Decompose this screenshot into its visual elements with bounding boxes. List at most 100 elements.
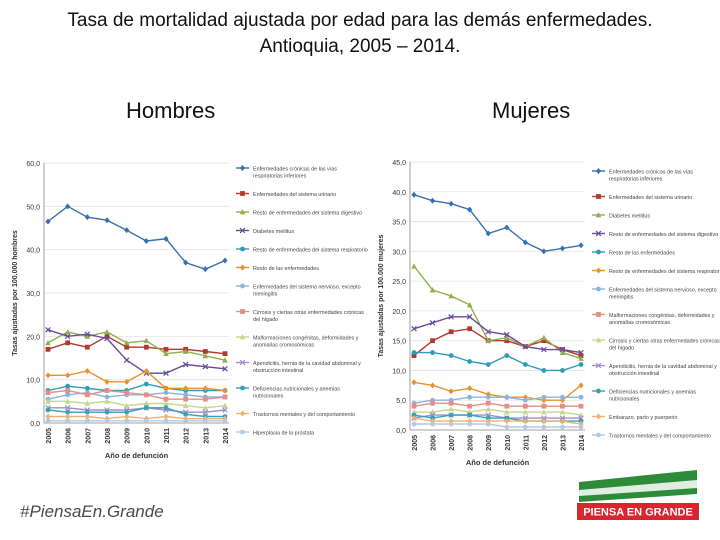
data-point <box>504 353 510 358</box>
legend-label-line: nutricionales <box>253 394 284 400</box>
series-line <box>413 381 582 401</box>
data-point <box>560 403 565 409</box>
legend-label-line: Deficiencias nutricionales y anemias <box>253 387 340 393</box>
data-point <box>222 257 228 264</box>
data-point <box>559 418 566 425</box>
legend-label-line: Malformaciones congénitas, deformidades … <box>253 336 359 342</box>
data-point <box>429 382 436 389</box>
data-point <box>124 227 130 234</box>
y-tick-label: 0,0 <box>396 428 406 435</box>
y-tick-label: 5,0 <box>396 398 406 405</box>
legend-label-line: Enfermedades del sistema nervioso, excep… <box>609 288 717 294</box>
data-point <box>578 394 584 400</box>
data-point <box>104 418 110 424</box>
chart-hombres: 0,0 10,0 20,0 30,0 40,0 50,0 60,0 2005 2006 2007 2… <box>12 161 368 460</box>
legend-label: Deficiencias nutricionales y anemias nutr… <box>609 390 696 403</box>
data-point <box>45 398 51 404</box>
data-point <box>45 418 51 424</box>
x-tick-label: 2013 <box>203 428 210 444</box>
chart-root: 0,0 5,0 10,0 15,0 20,0 25,0 30,0 35,0 40,0 45,0 20… <box>378 160 720 467</box>
data-point <box>45 390 51 396</box>
legend-label-line: Enfermedades del sistema urinario <box>253 192 336 198</box>
legend-swatch-marker <box>240 385 245 391</box>
legend-label-line: Trastornos mentales y del comportamiento <box>609 434 711 440</box>
data-point <box>143 368 149 374</box>
data-point <box>163 418 169 424</box>
data-point <box>65 383 71 389</box>
data-point <box>143 344 149 350</box>
legend-label: Resto de las enfermedades <box>609 251 675 257</box>
title-line-1: Tasa de mortalidad ajustada por edad par… <box>67 10 653 31</box>
x-tick-label: 2007 <box>449 435 456 451</box>
x-tick-label: 2005 <box>46 428 53 444</box>
data-point <box>202 404 209 411</box>
legend-label-line: Diabetes mellitus <box>253 229 294 235</box>
legend-label: Diabetes mellitus <box>253 229 294 235</box>
data-point <box>183 385 189 392</box>
legend-swatch-marker <box>239 334 246 340</box>
series-line <box>414 351 582 372</box>
data-point <box>65 203 71 210</box>
data-point <box>143 337 150 344</box>
legend-label-line: meningitis <box>253 292 278 298</box>
data-point <box>467 412 473 418</box>
data-point <box>411 379 417 386</box>
data-point <box>65 392 71 398</box>
legend-swatch-marker <box>239 264 246 271</box>
legend-label-line: Enfermedades crónicas de las vías <box>253 167 337 173</box>
series-line <box>413 396 581 404</box>
legend-swatch-marker <box>596 286 601 292</box>
data-point <box>84 418 90 424</box>
data-point <box>182 402 189 409</box>
series-line <box>413 417 582 425</box>
legend-swatch-marker <box>595 212 602 218</box>
legend-label: Diabetes mellitus <box>609 214 650 220</box>
data-point <box>84 331 91 337</box>
x-tick-label: 2005 <box>412 435 419 451</box>
legend-label: Cirrosis y ciertas otras enfermedades cr… <box>609 339 720 352</box>
data-point <box>84 214 90 221</box>
legend-label-line: Trastornos mentales y del comportamiento <box>253 412 355 418</box>
data-point <box>448 293 454 299</box>
data-point <box>504 424 510 430</box>
series-line <box>413 316 582 354</box>
legend-swatch-marker <box>595 168 602 174</box>
legend-label: Trastornos mentales y del comportamiento <box>609 434 711 440</box>
data-point <box>143 392 149 398</box>
y-axis-title: Tasas ajustadas por 100.000 hombres <box>12 230 19 356</box>
data-point <box>503 334 510 341</box>
legend-label: Enfermedades del sistema nervioso, excep… <box>253 285 361 298</box>
x-tick-label: 2009 <box>125 428 132 444</box>
legend-label: Hiperplasia de la próstata <box>253 431 314 437</box>
legend-label: Resto de enfermedades del sistema digest… <box>253 211 362 217</box>
data-point <box>124 409 130 415</box>
data-point <box>541 394 547 400</box>
data-point <box>183 392 189 398</box>
data-point <box>202 266 208 273</box>
legend-label-line: Resto de las enfermedades <box>609 251 675 257</box>
data-point <box>45 413 51 420</box>
data-point <box>202 409 209 415</box>
x-axis-title: Año de defunción <box>105 451 169 460</box>
x-tick-label: 2010 <box>505 435 512 451</box>
data-point <box>104 378 110 385</box>
legend-label-line: anomalías cromosómicas <box>609 320 670 326</box>
data-point <box>123 402 130 409</box>
data-point <box>485 362 491 367</box>
data-point <box>411 421 417 427</box>
y-tick-label: 10,0 <box>392 368 406 375</box>
y-tick-label: 60,0 <box>26 161 40 168</box>
legend-swatch-marker <box>239 209 246 215</box>
legend-swatch-marker <box>240 283 245 289</box>
legend-label: Deficiencias nutricionales y anemias nutr… <box>253 387 340 400</box>
legend-label: Embarazo, parto y puerperio <box>609 415 677 421</box>
data-point <box>522 397 528 403</box>
data-point <box>578 362 584 367</box>
legend-label-line: Resto de enfermedades del sistema digest… <box>609 232 718 238</box>
data-point <box>485 421 491 427</box>
data-point <box>182 361 189 368</box>
data-point <box>123 339 130 346</box>
data-point <box>104 388 110 393</box>
y-tick-label: 30,0 <box>26 291 40 298</box>
data-point <box>467 394 473 400</box>
